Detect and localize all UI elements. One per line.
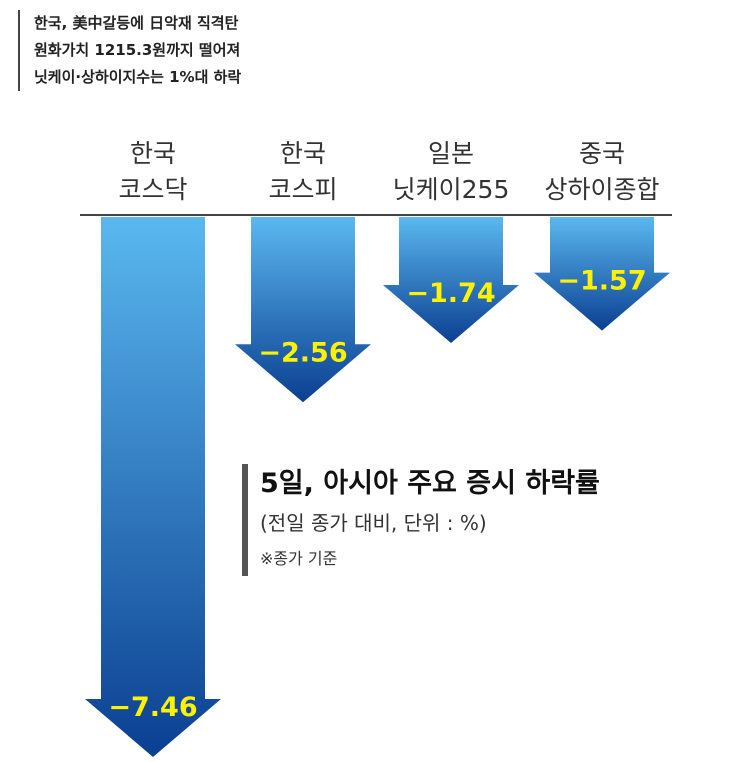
chart-legend: 5일, 아시아 주요 증시 하락률 (전일 종가 대비, 단위 : %) ※종가…	[242, 464, 600, 576]
value-label-1: −7.46	[108, 692, 197, 723]
category-label-1-line-1: 한국	[130, 139, 176, 168]
decline-arrow-2	[235, 217, 371, 403]
value-label-2: −2.56	[258, 337, 347, 368]
chart-subtitle: (전일 종가 대비, 단위 : %)	[260, 511, 487, 535]
category-label-3-line-1: 일본	[428, 139, 474, 168]
chart-note: ※종가 기준	[260, 549, 338, 568]
chart-title: 5일, 아시아 주요 증시 하락률	[260, 468, 600, 499]
headline-line-1: 한국, 美中갈등에 日악재 직격탄	[34, 14, 239, 32]
category-label-2-line-1: 한국	[280, 139, 326, 168]
headline-line-3: 닛케이·상하이지수는 1%대 하락	[34, 68, 242, 86]
decline-arrow-4	[534, 217, 670, 331]
decline-arrow-1	[85, 217, 221, 757]
decline-arrow-3	[383, 217, 519, 343]
headline: 한국, 美中갈등에 日악재 직격탄 원화가치 1215.3원까지 떨어져 닛케이…	[18, 10, 241, 91]
value-label-4: −1.57	[557, 266, 646, 297]
category-label-4-line-2: 상하이종합	[544, 175, 659, 204]
category-label-1-line-2: 코스닥	[118, 175, 187, 204]
value-label-3: −1.74	[406, 278, 495, 309]
headline-line-2: 원화가치 1215.3원까지 떨어져	[34, 41, 241, 59]
category-label-2-line-2: 코스피	[268, 175, 337, 204]
category-label-3-line-2: 닛케이255	[393, 175, 510, 204]
category-label-4-line-1: 중국	[579, 139, 625, 168]
